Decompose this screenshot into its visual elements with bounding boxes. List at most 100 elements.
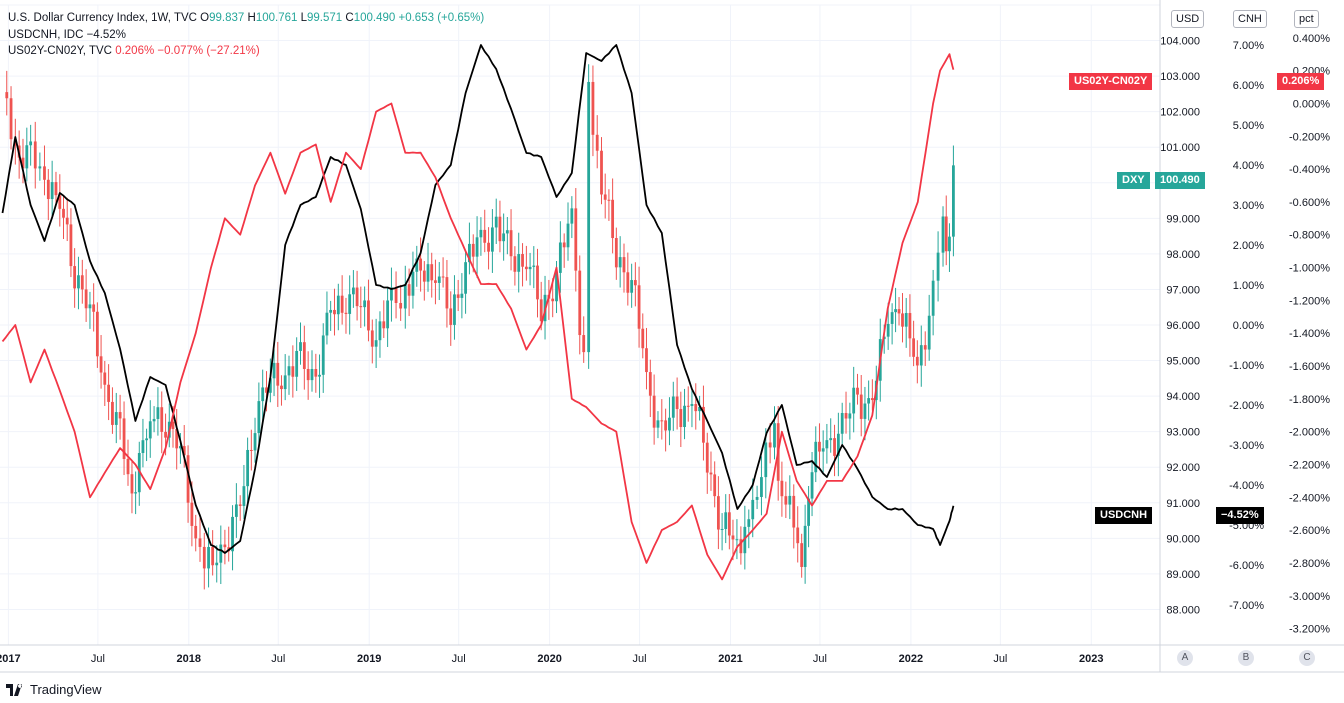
dxy-candle-body: [536, 265, 539, 300]
dxy-candle-body: [656, 420, 660, 428]
pct-axis-tick-label: -0.400%: [1289, 164, 1330, 176]
dxy-candle-body: [630, 280, 634, 293]
dxy-candle-body: [852, 387, 856, 414]
dxy-candle-body: [595, 134, 599, 151]
time-axis-tick-label: Jul: [813, 653, 827, 665]
dxy-candle-body: [114, 412, 118, 425]
dxy-candle-body: [464, 262, 467, 294]
dxy-candle-body: [283, 375, 287, 390]
dxy-candle-body: [611, 199, 615, 239]
dxy-candle-body: [310, 369, 314, 381]
dxy-candle-body: [919, 345, 923, 366]
dxy-candle-body: [43, 166, 46, 180]
axis-b-button[interactable]: B: [1238, 650, 1254, 666]
legend-dxy-high: 100.761: [255, 12, 298, 24]
pct-axis-tick-label: -1.200%: [1289, 295, 1330, 307]
dxy-candle-body: [622, 257, 626, 273]
dxy-candle-body: [344, 312, 348, 314]
dxy-candle-body: [415, 258, 419, 272]
dxy-candle-body: [468, 243, 471, 263]
dxy-candle-body: [840, 413, 844, 434]
dxy-candle-body: [698, 406, 702, 412]
dxy-candle-body: [449, 308, 453, 325]
scale-b-header[interactable]: CNH: [1233, 10, 1267, 28]
dxy-candle-body: [578, 270, 582, 336]
dxy-candle-body: [80, 275, 84, 290]
dxy-candle-body: [29, 141, 33, 146]
pct-axis-tick-label: -2.800%: [1289, 558, 1330, 570]
dxy-candle-body: [453, 294, 456, 325]
cnh-axis-tick-label: -6.00%: [1229, 560, 1264, 572]
usdcnh-series: [1, 44, 955, 554]
dxy-candle-body: [570, 208, 574, 224]
cnh-axis-tick-label: 3.00%: [1233, 200, 1264, 212]
dxy-candle-body: [223, 544, 227, 548]
cnh-axis-tick-label: 5.00%: [1233, 120, 1264, 132]
dxy-candle-body: [445, 277, 449, 309]
dxy-candle-body: [800, 543, 804, 567]
dxy-candle-body: [340, 295, 344, 313]
time-axis-tick-label: 2017: [0, 653, 21, 665]
pct-axis-tick-label: -3.200%: [1289, 624, 1330, 636]
dxy-candle-body: [359, 306, 363, 308]
dxy-candle-body: [475, 237, 479, 257]
pct-axis-tick-label: -1.000%: [1289, 263, 1330, 275]
legend-dxy-open: 99.837: [209, 12, 245, 24]
scale-c-header[interactable]: pct: [1294, 10, 1319, 28]
legend-row-spread: US02Y-CN02Y, TVC 0.206% −0.077% (−27.21%…: [8, 43, 484, 60]
dxy-candle-body: [291, 366, 295, 377]
dxy-candle-body: [333, 309, 336, 315]
dxy-candle-body: [487, 242, 490, 252]
dxy-candle-body: [751, 499, 755, 520]
dxy-candle-body: [190, 502, 194, 526]
legend-dxy-l-label: L: [300, 12, 308, 24]
dxy-candle-body: [374, 340, 378, 347]
time-axis-tick-label: Jul: [271, 653, 285, 665]
dxy-candle-body: [867, 398, 871, 404]
dxy-candle-body: [198, 538, 202, 547]
dxy-candle-body: [25, 145, 29, 169]
axis-a-button[interactable]: A: [1177, 650, 1193, 666]
dxy-candle-body: [287, 366, 291, 376]
dxy-candle-body: [92, 304, 96, 312]
dxy-candle-body: [894, 309, 897, 313]
dxy-candle-body: [936, 252, 940, 281]
usd-axis-tick-label: 90.000: [1166, 533, 1200, 545]
dxy-candle-body: [280, 385, 283, 390]
dxy-name-tag: DXY: [1117, 172, 1150, 189]
dxy-candle-body: [99, 356, 103, 373]
dxy-candle-body: [743, 526, 747, 554]
usdcnh-value-tag: −4.52%: [1216, 507, 1264, 524]
tradingview-icon: [6, 683, 23, 696]
dxy-candle-body: [952, 165, 955, 237]
dxy-candle-body: [126, 458, 130, 475]
scale-a-header[interactable]: USD: [1171, 10, 1205, 28]
dxy-candle-body: [555, 272, 558, 302]
dxy-candle-body: [686, 405, 690, 407]
dxy-candle-body: [9, 98, 13, 140]
dxy-candle-body: [944, 216, 948, 252]
dxy-candle-body: [179, 446, 182, 449]
dxy-candle-body: [941, 216, 945, 253]
axis-c-button[interactable]: C: [1299, 650, 1315, 666]
tradingview-logo[interactable]: TradingView: [6, 682, 102, 697]
dxy-candle-body: [603, 194, 607, 200]
dxy-candle-body: [675, 396, 679, 410]
dxy-candle-body: [528, 266, 532, 270]
dxy-candle-body: [587, 81, 591, 353]
cnh-axis-tick-label: 1.00%: [1233, 280, 1264, 292]
dxy-candle-body: [755, 496, 759, 500]
dxy-candle-body: [73, 266, 77, 289]
dxy-candle-body: [626, 272, 630, 293]
dxy-candle-body: [901, 313, 904, 327]
dxy-candle-body: [709, 472, 713, 475]
usdcnh-name-tag: USDCNH: [1095, 507, 1153, 524]
dxy-candle-body: [186, 455, 190, 503]
pct-axis-tick-label: -2.600%: [1289, 525, 1330, 537]
dxy-candle-body: [739, 539, 743, 554]
pct-axis-tick-label: -2.000%: [1289, 427, 1330, 439]
dxy-candle-body: [325, 312, 329, 336]
dxy-candle-body: [419, 258, 423, 271]
dxy-candle-body: [532, 265, 536, 267]
